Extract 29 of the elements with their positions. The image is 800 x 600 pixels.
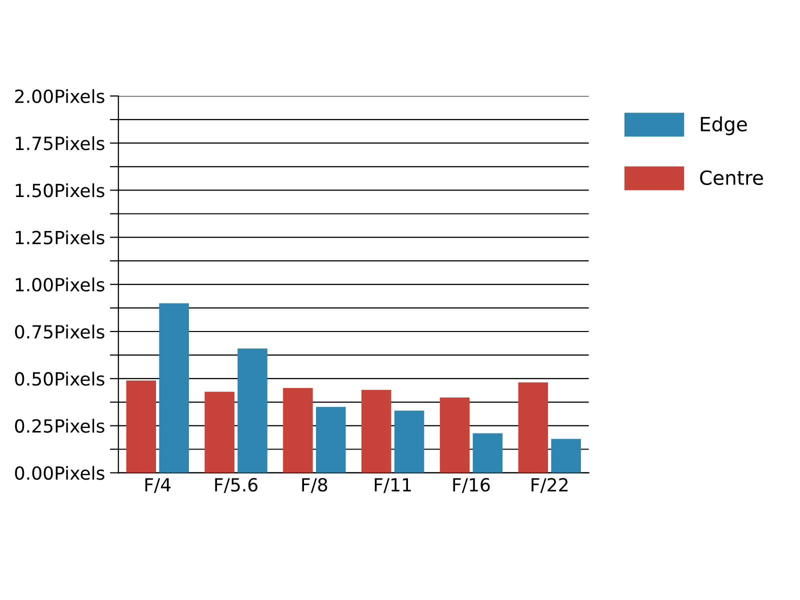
bar bbox=[238, 348, 268, 473]
y-tick-label: 0.50Pixels bbox=[15, 372, 104, 386]
bar bbox=[316, 406, 346, 473]
y-tick-label: 1.50Pixels bbox=[16, 183, 104, 198]
y-tick-label: 1.25Pixels bbox=[16, 230, 104, 244]
bar bbox=[159, 303, 189, 473]
y-tick-label: 0.25Pixels bbox=[15, 418, 104, 433]
bar bbox=[440, 397, 470, 473]
legend-label: Centre bbox=[700, 170, 763, 186]
y-tick-label: 1.00Pixels bbox=[16, 278, 104, 292]
x-tick-label: F/8 bbox=[302, 478, 328, 494]
y-tick-label: 1.75Pixels bbox=[16, 136, 104, 150]
y-tick-label: 0.75Pixels bbox=[15, 324, 104, 339]
x-tick-label: F/22 bbox=[532, 478, 568, 494]
x-tick-label: F/5.6 bbox=[215, 478, 258, 494]
y-tick-label: 0.00Pixels bbox=[15, 466, 104, 480]
y-tick-label: 2.00Pixels bbox=[15, 89, 104, 104]
x-tick-label: F/11 bbox=[374, 478, 411, 494]
bar bbox=[518, 382, 548, 473]
bar bbox=[551, 438, 581, 473]
bar bbox=[361, 390, 392, 473]
bar bbox=[204, 392, 234, 473]
bar bbox=[394, 410, 424, 473]
x-tick-label: F/4 bbox=[145, 478, 171, 494]
bar bbox=[283, 388, 313, 473]
bar bbox=[472, 433, 503, 473]
x-tick-label: F/16 bbox=[453, 478, 490, 494]
bar bbox=[126, 380, 156, 473]
legend-label: Edge bbox=[700, 116, 747, 136]
